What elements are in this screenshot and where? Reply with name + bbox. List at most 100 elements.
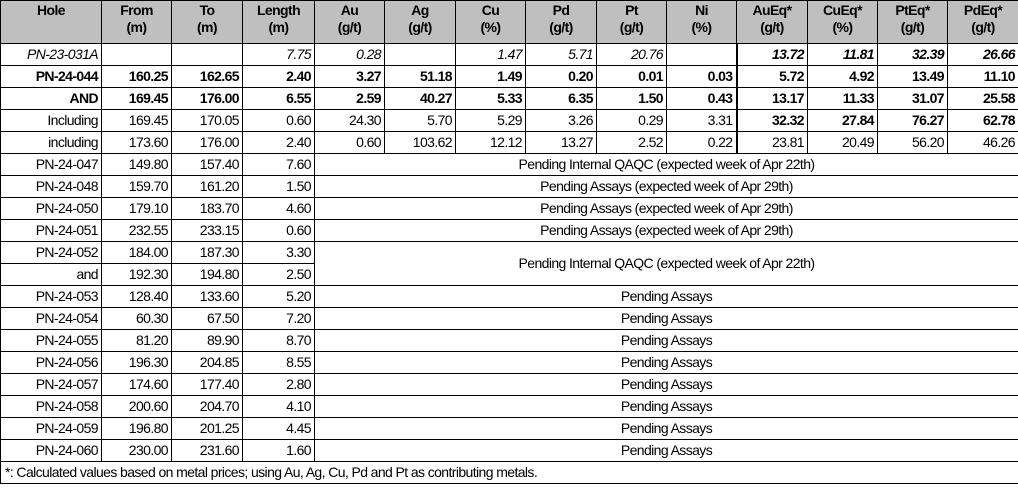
cell-to: 89.90 <box>171 329 243 352</box>
status-cell: Pending Assays <box>314 439 1018 462</box>
cell-pd: 5.71 <box>525 43 597 66</box>
cell-pteq: 32.39 <box>877 43 948 66</box>
column-header: PdEq* (g/t) <box>947 0 1018 44</box>
cell-hole: PN-24-056 <box>0 351 102 374</box>
cell-cu: 12.12 <box>455 131 526 154</box>
cell-hole: PN-24-051 <box>0 219 102 242</box>
cell-pdeq: 11.10 <box>947 65 1018 88</box>
cell-hole: PN-23-031A <box>0 43 102 66</box>
cell-hole: Including <box>0 109 102 132</box>
cell-pt: 2.52 <box>596 131 667 154</box>
cell-cu: 5.33 <box>455 87 526 110</box>
column-header: CuEq* (%) <box>807 0 878 44</box>
cell-to <box>171 43 243 66</box>
cell-from: 169.45 <box>101 109 172 132</box>
table-row: Including 169.45 170.05 0.60 24.30 5.70 5.29 3.… <box>0 109 1018 132</box>
table-row: PN-24-048 159.70 161.20 1.50 Pending Assays … <box>0 175 1018 198</box>
column-header-unit: (g/t) <box>900 19 925 35</box>
cell-to: 204.70 <box>171 395 243 418</box>
cell-aueq: 5.72 <box>735 65 808 88</box>
column-header: AuEq* (g/t) <box>736 0 808 44</box>
column-header: From (m) <box>101 0 172 44</box>
cell-to: 67.50 <box>171 307 243 330</box>
column-header: Au (g/t) <box>314 0 385 44</box>
column-header-name: CuEq* <box>822 2 863 18</box>
cell-cueq: 4.92 <box>807 65 878 88</box>
status-cell: Pending Assays (expected week of Apr 29t… <box>314 197 1018 220</box>
cell-from: 128.40 <box>101 285 172 308</box>
cell-hole: AND <box>0 87 102 110</box>
cell-length: 4.45 <box>242 417 315 440</box>
status-cell: Pending Assays <box>314 395 1018 418</box>
cell-to: 204.85 <box>171 351 243 374</box>
cell-from: 184.00 <box>101 241 172 264</box>
footnote-row: *: Calculated values based on metal pric… <box>0 461 1018 484</box>
cell-length: 1.60 <box>242 439 315 462</box>
cell-cu: 1.49 <box>455 65 526 88</box>
cell-pdeq: 62.78 <box>947 109 1018 132</box>
cell-pd: 13.27 <box>525 131 597 154</box>
cell-ag: 5.70 <box>384 109 456 132</box>
cell-pt: 0.29 <box>596 109 667 132</box>
cell-hole: PN-24-048 <box>0 175 102 198</box>
cell-length: 8.55 <box>242 351 315 374</box>
column-header: Length (m) <box>242 0 315 44</box>
cell-hole: including <box>0 131 102 154</box>
column-header: Pd (g/t) <box>525 0 597 44</box>
column-header: Pt (g/t) <box>596 0 667 44</box>
column-header-unit: (g/t) <box>408 19 432 35</box>
cell-ag <box>384 43 456 66</box>
column-header-name: From <box>120 2 153 18</box>
column-header-name: Pd <box>552 2 570 18</box>
cell-ni: 0.43 <box>666 87 737 110</box>
cell-from: 169.45 <box>101 87 172 110</box>
cell-to: 194.80 <box>171 263 243 286</box>
cell-length: 8.70 <box>242 329 315 352</box>
column-header-name: AuEq* <box>752 2 792 18</box>
column-header-name: PtEq* <box>895 2 930 18</box>
cell-from: 192.30 <box>101 263 172 286</box>
cell-cueq: 11.33 <box>807 87 878 110</box>
cell-from: 230.00 <box>101 439 172 462</box>
column-header-unit: (g/t) <box>971 19 995 35</box>
table-row: PN-24-059 196.80 201.25 4.45 Pending Assays <box>0 417 1018 440</box>
cell-from: 232.55 <box>101 219 172 242</box>
cell-length: 3.30 <box>242 241 315 264</box>
column-header: Hole <box>0 0 102 44</box>
cell-ag: 103.62 <box>384 131 456 154</box>
footnote: *: Calculated values based on metal pric… <box>0 461 1018 484</box>
cell-length: 2.50 <box>242 263 315 286</box>
cell-aueq: 32.32 <box>735 109 808 132</box>
table-row: PN-24-056 196.30 204.85 8.55 Pending Assays <box>0 351 1018 374</box>
table-row: PN-24-058 200.60 204.70 4.10 Pending Assays <box>0 395 1018 418</box>
cell-to: 177.40 <box>171 373 243 396</box>
column-header-unit: (g/t) <box>760 19 784 35</box>
cell-ag: 40.27 <box>384 87 456 110</box>
cell-au: 0.60 <box>314 131 385 154</box>
cell-from: 174.60 <box>101 373 172 396</box>
table-row: PN-24-057 174.60 177.40 2.80 Pending Assays <box>0 373 1018 396</box>
cell-ni <box>666 43 737 66</box>
cell-length: 4.10 <box>242 395 315 418</box>
cell-to: 233.15 <box>171 219 243 242</box>
cell-from: 173.60 <box>101 131 172 154</box>
cell-length: 6.55 <box>242 87 315 110</box>
cell-pd: 0.20 <box>525 65 597 88</box>
column-header-unit: (m) <box>268 19 290 35</box>
cell-length: 7.60 <box>242 153 315 176</box>
column-header: Ag (g/t) <box>384 0 456 44</box>
cell-hole: PN-24-053 <box>0 285 102 308</box>
column-header-unit: (g/t) <box>619 19 644 35</box>
status-cell: Pending Assays <box>314 307 1018 330</box>
column-header-name: Pt <box>625 2 638 18</box>
cell-pdeq: 25.58 <box>947 87 1018 110</box>
cell-hole: PN-24-055 <box>0 329 102 352</box>
cell-cueq: 11.81 <box>807 43 878 66</box>
cell-hole: PN-24-052 <box>0 241 102 264</box>
cell-length: 2.40 <box>242 65 315 88</box>
cell-ni: 0.22 <box>666 131 737 154</box>
cell-cu: 5.29 <box>455 109 526 132</box>
cell-length: 4.60 <box>242 197 315 220</box>
cell-ag: 51.18 <box>384 65 456 88</box>
status-cell: Pending Assays <box>314 373 1018 396</box>
